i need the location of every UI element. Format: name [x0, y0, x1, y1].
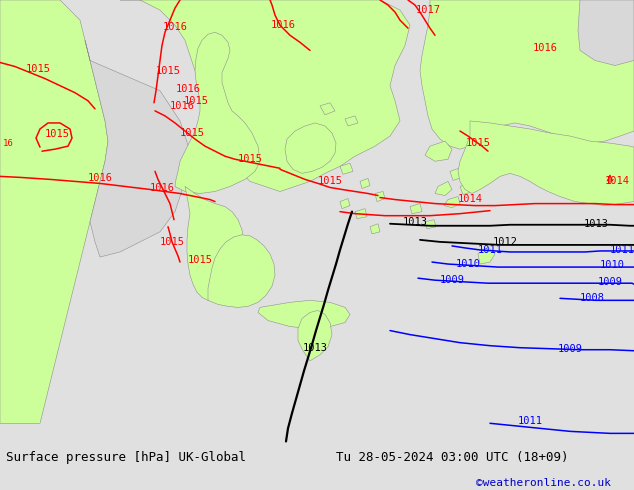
- Text: 1013: 1013: [583, 219, 609, 229]
- Polygon shape: [85, 40, 190, 257]
- Text: 1016: 1016: [533, 44, 557, 53]
- Polygon shape: [258, 300, 350, 329]
- Text: 1017: 1017: [415, 5, 441, 15]
- Polygon shape: [458, 121, 634, 206]
- Text: 1016: 1016: [169, 101, 195, 111]
- Polygon shape: [425, 141, 452, 161]
- Polygon shape: [410, 203, 422, 214]
- Text: ©weatheronline.co.uk: ©weatheronline.co.uk: [476, 478, 611, 488]
- Polygon shape: [345, 116, 358, 126]
- Text: 1008: 1008: [579, 294, 604, 303]
- Text: 1016: 1016: [176, 84, 200, 94]
- Polygon shape: [175, 32, 260, 194]
- Text: 1015: 1015: [318, 176, 342, 186]
- Text: 1013: 1013: [403, 217, 427, 227]
- Text: 1015: 1015: [238, 154, 262, 164]
- Text: 1015: 1015: [155, 66, 181, 75]
- Text: 1012: 1012: [493, 237, 517, 247]
- Polygon shape: [185, 187, 244, 300]
- Text: 16: 16: [3, 139, 13, 147]
- Text: 1016: 1016: [271, 20, 295, 30]
- Polygon shape: [578, 0, 634, 66]
- Polygon shape: [0, 0, 108, 423]
- Text: 1015: 1015: [188, 255, 212, 265]
- Polygon shape: [460, 183, 473, 195]
- Polygon shape: [355, 209, 367, 219]
- Text: 1011: 1011: [609, 245, 634, 255]
- Text: 1016: 1016: [150, 183, 174, 194]
- Text: 1009: 1009: [557, 343, 583, 354]
- Text: 1015: 1015: [183, 96, 209, 106]
- Polygon shape: [425, 220, 436, 229]
- Text: 1015: 1015: [465, 138, 491, 148]
- Polygon shape: [375, 192, 385, 201]
- Text: 1010: 1010: [455, 259, 481, 269]
- Text: 1016: 1016: [162, 22, 188, 32]
- Text: Tu 28-05-2024 03:00 UTC (18+09): Tu 28-05-2024 03:00 UTC (18+09): [336, 451, 569, 464]
- Polygon shape: [360, 178, 370, 189]
- Text: 1013: 1013: [302, 343, 328, 353]
- Text: 1015: 1015: [179, 128, 205, 138]
- Text: 1014: 1014: [604, 176, 630, 186]
- Text: 1016: 1016: [87, 173, 112, 183]
- Polygon shape: [120, 0, 410, 192]
- Polygon shape: [435, 181, 452, 196]
- Polygon shape: [370, 224, 380, 234]
- Polygon shape: [450, 167, 465, 180]
- Polygon shape: [285, 123, 336, 173]
- Polygon shape: [478, 247, 495, 264]
- Text: 1015: 1015: [44, 129, 70, 139]
- Text: 1010: 1010: [600, 260, 624, 270]
- Text: 1015: 1015: [25, 64, 51, 74]
- Polygon shape: [444, 196, 460, 208]
- Text: 1014: 1014: [458, 194, 482, 203]
- Text: 1009: 1009: [439, 275, 465, 285]
- Text: 1011: 1011: [477, 245, 503, 255]
- Polygon shape: [340, 198, 350, 209]
- Text: 1011: 1011: [517, 416, 543, 426]
- Text: 1015: 1015: [160, 237, 184, 247]
- Polygon shape: [320, 103, 335, 115]
- Polygon shape: [340, 163, 353, 174]
- Polygon shape: [208, 235, 275, 307]
- Polygon shape: [420, 0, 634, 149]
- Text: Surface pressure [hPa] UK-Global: Surface pressure [hPa] UK-Global: [6, 451, 247, 464]
- Polygon shape: [298, 311, 332, 361]
- Text: 1009: 1009: [597, 277, 623, 287]
